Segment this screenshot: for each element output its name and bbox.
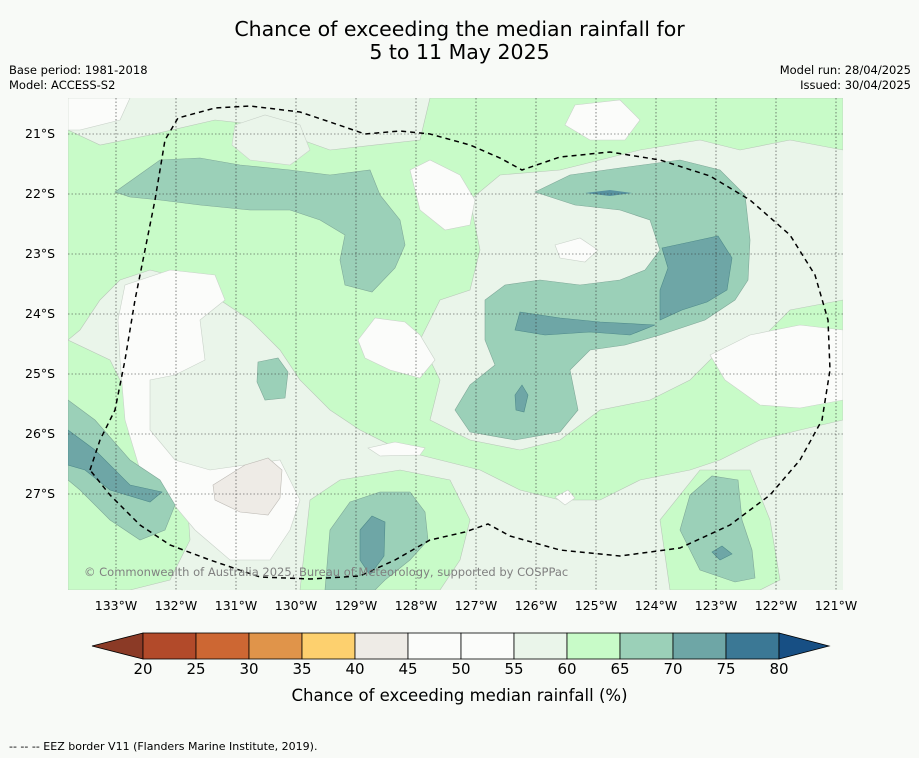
colorbar-segment (566, 632, 621, 660)
lon-label: 133°W (94, 598, 138, 613)
contour-45-55-east (709, 324, 843, 409)
colorbar-title: Chance of exceeding median rainfall (%) (291, 686, 628, 705)
colorbar-tick: 55 (504, 660, 524, 678)
lon-label: 132°W (154, 598, 198, 613)
lat-label: 25°S (25, 366, 56, 381)
eez-footnote: -- -- -- EEZ border V11 (Flanders Marine… (9, 740, 318, 753)
info-left: Base period: 1981-2018 Model: ACCESS-S2 (9, 63, 148, 93)
contour-65-70-southwest (68, 399, 176, 541)
lon-label: 131°W (214, 598, 258, 613)
map-title: Chance of exceeding the median rainfall … (0, 18, 919, 64)
lon-label: 129°W (334, 598, 378, 613)
colorbar-segment (725, 632, 780, 660)
contour-70-75-patch-1 (514, 384, 529, 413)
copyright-text: © Commonwealth of Australia 2025, Bureau… (84, 565, 569, 579)
contour-65-70-patch (256, 357, 289, 401)
lat-label: 21°S (25, 126, 56, 141)
info-right: Model run: 28/04/2025 Issued: 30/04/2025 (780, 63, 911, 93)
contour-45-55-patch-2 (367, 441, 426, 457)
contour-65-70-southeast (679, 475, 756, 583)
colorbar-segment (248, 632, 303, 660)
contour-75-80-patch (585, 190, 632, 196)
colorbar-segment (513, 632, 568, 660)
colorbar-extend-high (778, 632, 831, 660)
lat-label: 22°S (25, 186, 56, 201)
lat-label: 24°S (25, 306, 56, 321)
lon-label: 124°W (634, 598, 678, 613)
base-period-text: Base period: 1981-2018 (9, 63, 148, 77)
lon-label: 126°W (514, 598, 558, 613)
contour-45-55-patch-1 (554, 237, 599, 263)
colorbar-tick: 65 (610, 660, 630, 678)
eez-border (89, 105, 831, 580)
model-run-text: Model run: 28/04/2025 (779, 63, 911, 77)
lon-label: 121°W (814, 598, 858, 613)
colorbar-tick: 20 (133, 660, 153, 678)
graticule (68, 98, 843, 590)
colorbar-extend-low (91, 632, 144, 660)
contour-70-75-west (68, 429, 163, 503)
lon-label: 130°W (274, 598, 318, 613)
colorbar-tick: 70 (663, 660, 683, 678)
colorbar-segment (142, 632, 197, 660)
contour-45-55-northeast (564, 99, 641, 141)
colorbar-segment (195, 632, 250, 660)
lon-label: 128°W (394, 598, 438, 613)
contour-45-55-northwest (68, 98, 131, 131)
colorbar-segment (619, 632, 674, 660)
contour-70-75-east (659, 235, 733, 321)
colorbar-tick: 80 (769, 660, 789, 678)
colorbar-tick: 60 (557, 660, 577, 678)
colorbar-segment (301, 632, 356, 660)
colorbar-tick: 40 (345, 660, 365, 678)
issued-text: Issued: 30/04/2025 (800, 78, 911, 92)
contour-45-55-north (409, 159, 476, 231)
colorbar-tick: 45 (398, 660, 418, 678)
colorbar-tick: 30 (239, 660, 259, 678)
contour-40-45-patch (212, 457, 283, 516)
contour-70-75-center (514, 311, 656, 336)
model-text: Model: ACCESS-S2 (9, 78, 116, 92)
lat-label: 27°S (25, 486, 56, 501)
contour-light-patch (231, 114, 311, 166)
contour-70-75-patch-2 (711, 545, 733, 561)
title-line-2: 5 to 11 May 2025 (369, 40, 550, 64)
lat-label: 23°S (25, 246, 56, 261)
title-line-1: Chance of exceeding the median rainfall … (234, 17, 685, 41)
colorbar-segment (460, 632, 515, 660)
lon-label: 123°W (694, 598, 738, 613)
colorbar-segment (672, 632, 727, 660)
colorbar-segment (354, 632, 409, 660)
contour-65-70-east (454, 159, 751, 441)
contour-layer (68, 98, 843, 590)
lon-label: 127°W (454, 598, 498, 613)
lon-label: 125°W (574, 598, 618, 613)
lon-label: 122°W (754, 598, 798, 613)
colorbar-segments (91, 632, 831, 660)
colorbar-tick: 35 (292, 660, 312, 678)
lat-label: 26°S (25, 426, 56, 441)
colorbar-segment (407, 632, 462, 660)
contour-65-70-north (114, 157, 406, 293)
colorbar-tick: 75 (716, 660, 736, 678)
colorbar-tick: 50 (451, 660, 471, 678)
contour-70-75-south (359, 515, 386, 576)
colorbar-tick: 25 (186, 660, 206, 678)
